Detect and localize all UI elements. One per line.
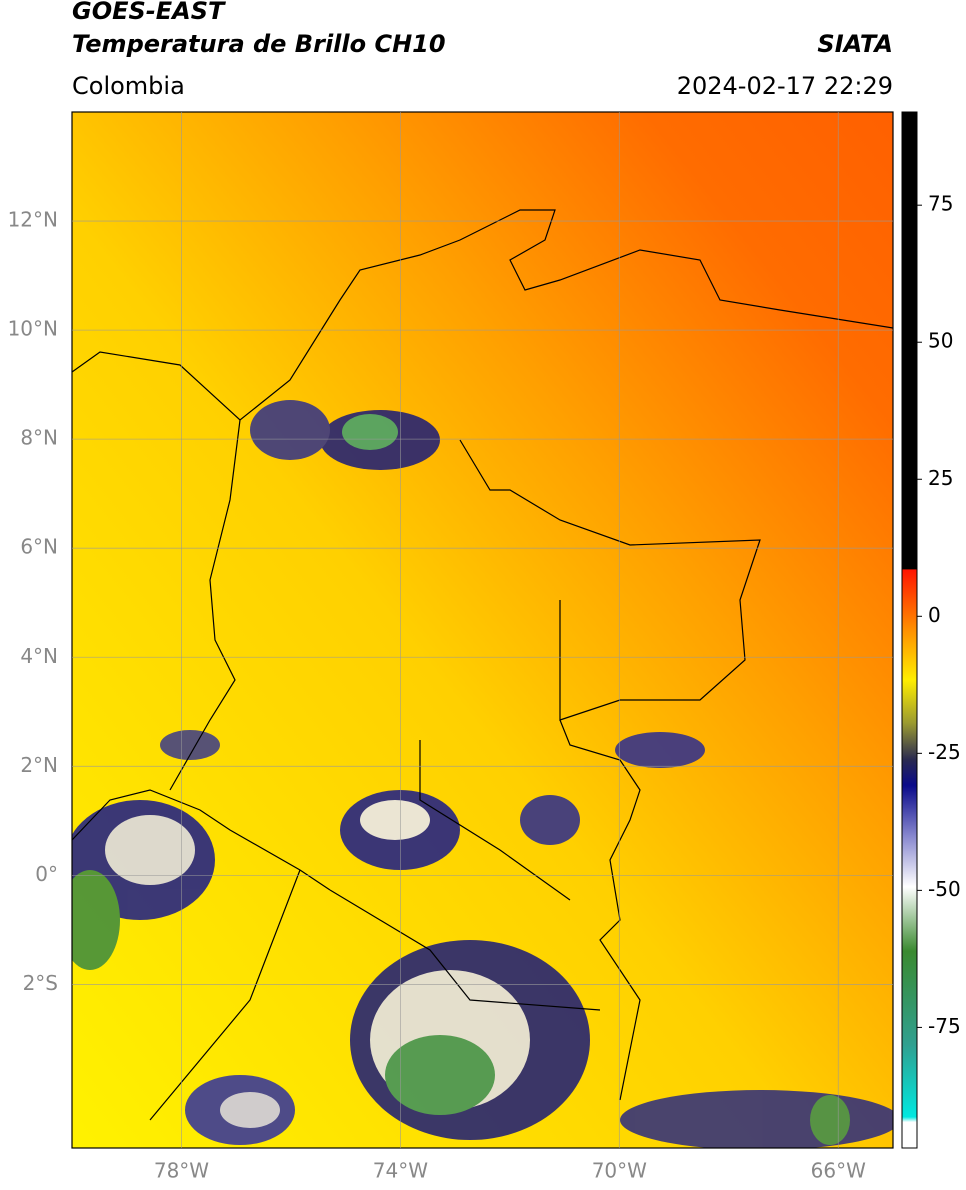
lat-label: 12°N [8, 208, 58, 232]
lat-label: 2°S [23, 971, 58, 995]
colorbar-label: -75 [928, 1014, 961, 1038]
colorbar-label: -25 [928, 740, 961, 764]
lon-label: 74°W [373, 1159, 428, 1183]
region: Colombia [72, 72, 185, 100]
coastline [72, 209, 893, 421]
satellite-image [72, 112, 893, 1148]
colorbar-label: 0 [928, 603, 941, 627]
colorbar-label: 50 [928, 329, 953, 353]
lat-label: 2°N [20, 753, 58, 777]
lat-label: 6°N [20, 535, 58, 559]
lon-label: 78°W [154, 1159, 209, 1183]
title: GOES-EAST [72, 0, 226, 25]
colorbar-label: -50 [928, 877, 961, 901]
lat-label: 10°N [8, 317, 58, 341]
colorbar [901, 111, 918, 1149]
lon-label: 70°W [592, 1159, 647, 1183]
lat-label: 0° [35, 862, 58, 886]
source: SIATA [817, 30, 893, 58]
title: Temperatura de Brillo CH10 [72, 30, 446, 58]
datetime: 2024-02-17 22:29 [677, 72, 893, 100]
colorbar-label: 25 [928, 466, 953, 490]
coastline [72, 789, 331, 1121]
plot-frame [71, 111, 894, 1149]
lat-label: 8°N [20, 426, 58, 450]
border [169, 419, 761, 1101]
lon-label: 66°W [811, 1159, 866, 1183]
colorbar-label: 75 [928, 192, 953, 216]
lat-label: 4°N [20, 644, 58, 668]
